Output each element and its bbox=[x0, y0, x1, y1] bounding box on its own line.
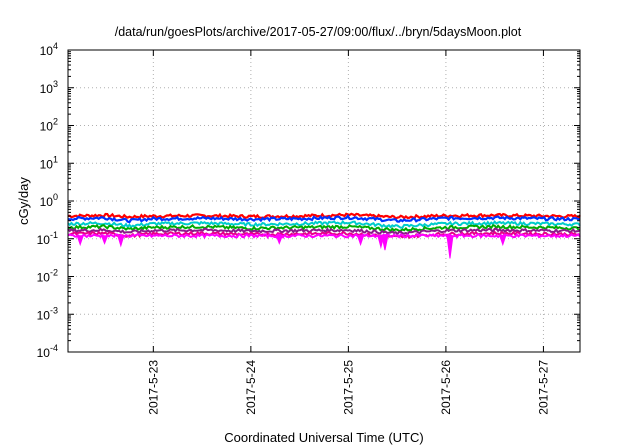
dip-spike bbox=[356, 235, 365, 247]
y-tick-base: 10 bbox=[37, 233, 51, 247]
y-tick-label: 10-4 bbox=[37, 343, 58, 360]
y-tick-label: 10-3 bbox=[37, 305, 58, 322]
y-tick-label: 104 bbox=[40, 41, 58, 58]
y-tick-base: 10 bbox=[40, 195, 54, 209]
y-tick-exponent: -2 bbox=[50, 268, 58, 278]
dip-spike bbox=[117, 235, 125, 248]
dip-spike bbox=[275, 235, 284, 245]
y-tick-exponent: 4 bbox=[53, 41, 58, 51]
y-tick-exponent: -4 bbox=[50, 343, 58, 353]
x-tick-label: 2017-5-23 bbox=[146, 360, 160, 415]
x-tick-label: 2017-5-25 bbox=[341, 360, 355, 415]
series-line bbox=[67, 213, 581, 224]
y-tick-label: 101 bbox=[40, 154, 58, 171]
y-tick-exponent: -3 bbox=[50, 305, 58, 315]
y-tick-base: 10 bbox=[40, 44, 54, 58]
y-tick-exponent: 2 bbox=[53, 117, 58, 127]
y-tick-base: 10 bbox=[40, 82, 54, 96]
dip-spike bbox=[381, 235, 389, 251]
x-tick-label: 2017-5-26 bbox=[439, 360, 453, 415]
y-tick-base: 10 bbox=[37, 346, 51, 360]
series-line bbox=[67, 230, 581, 240]
x-tick-label: 2017-5-24 bbox=[244, 360, 258, 415]
dip-spike bbox=[100, 235, 109, 245]
dip-spike bbox=[499, 235, 507, 247]
x-axis-label: Coordinated Universal Time (UTC) bbox=[224, 430, 423, 445]
series-line bbox=[67, 219, 581, 229]
y-tick-label: 10-1 bbox=[37, 230, 58, 247]
series-line bbox=[67, 232, 581, 240]
dip-spike bbox=[76, 235, 84, 247]
y-tick-exponent: -1 bbox=[50, 230, 58, 240]
y-tick-base: 10 bbox=[37, 308, 51, 322]
y-tick-exponent: 1 bbox=[53, 154, 58, 164]
y-tick-base: 10 bbox=[40, 157, 54, 171]
y-tick-exponent: 0 bbox=[53, 192, 58, 202]
y-tick-label: 100 bbox=[40, 192, 58, 209]
series-line bbox=[67, 223, 581, 233]
series-layer bbox=[67, 212, 581, 259]
y-tick-exponent: 3 bbox=[53, 79, 58, 89]
y-axis-label: cGy/day bbox=[16, 177, 31, 225]
y-tick-base: 10 bbox=[40, 120, 54, 134]
x-tick-label: 2017-5-27 bbox=[536, 360, 550, 415]
y-tick-base: 10 bbox=[37, 271, 51, 285]
grid-layer bbox=[68, 50, 580, 352]
y-tick-label: 103 bbox=[40, 79, 58, 96]
y-tick-label: 10-2 bbox=[37, 268, 58, 285]
y-tick-label: 102 bbox=[40, 117, 58, 134]
dip-spike bbox=[446, 235, 454, 259]
tick-layer: 10410310210110010-110-210-310-42017-5-23… bbox=[37, 41, 580, 415]
chart-title: /data/run/goesPlots/archive/2017-05-27/0… bbox=[115, 25, 522, 39]
